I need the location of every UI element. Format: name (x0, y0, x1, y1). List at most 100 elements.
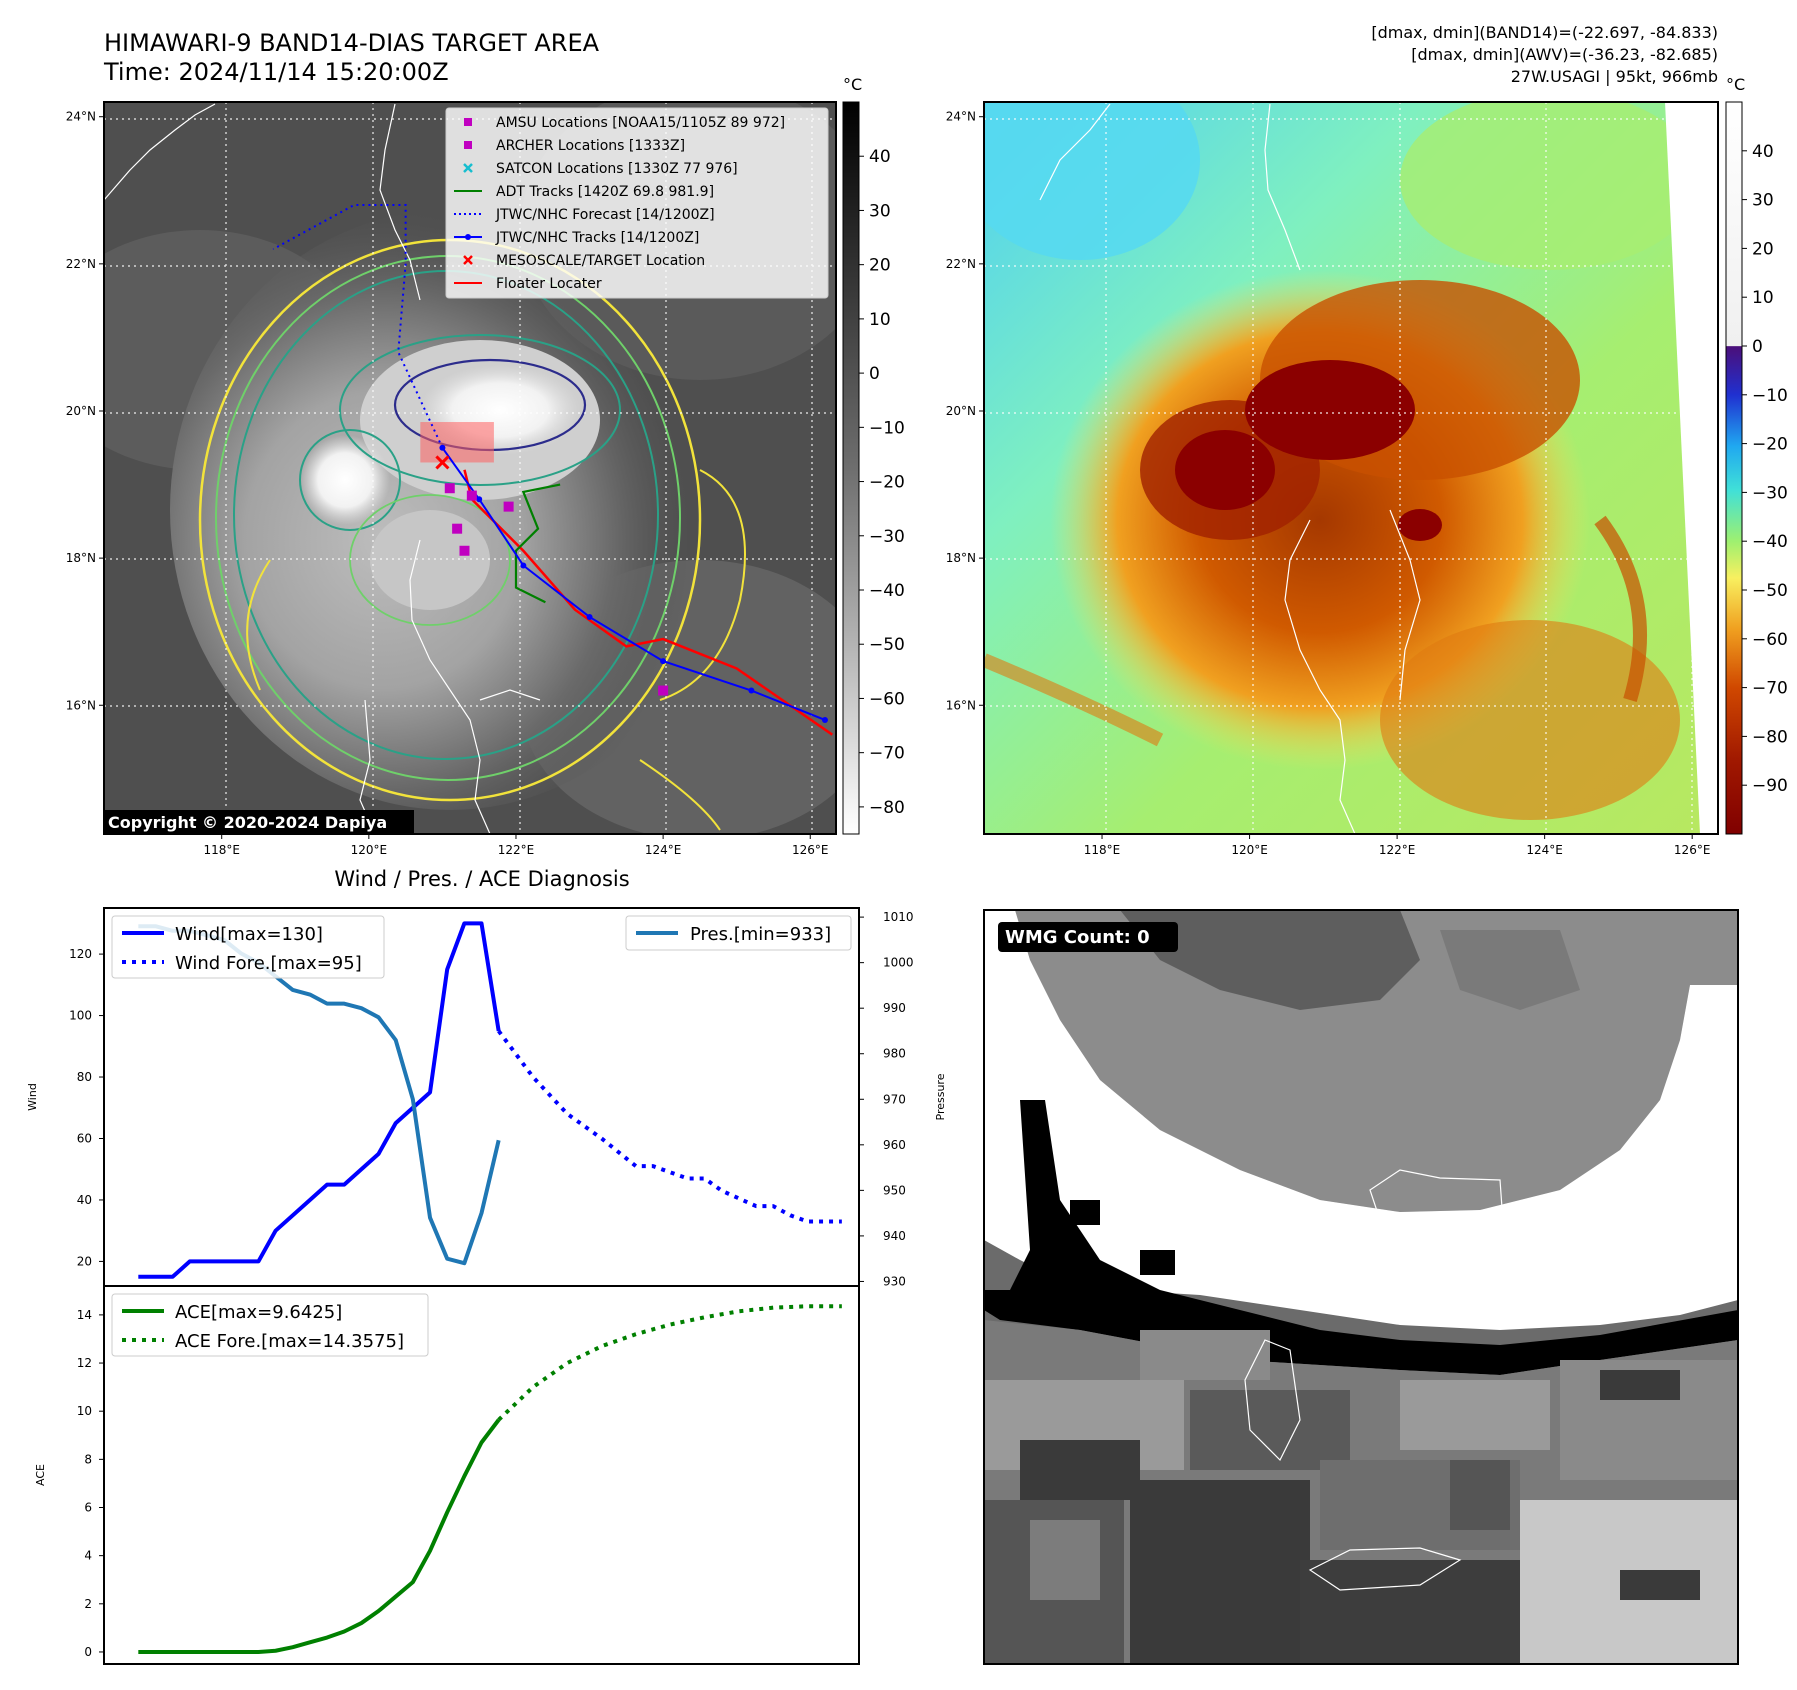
pressure-ytick-label: 1010 (883, 910, 914, 924)
lat-tick-label: 24°N (946, 110, 976, 124)
colorbar-tick-label: −70 (869, 744, 905, 764)
lat-tick-label: 22°N (946, 257, 976, 271)
awv-frame (983, 101, 1719, 835)
colorbar-tick-label: 20 (1752, 239, 1774, 259)
lat-tick-label: 24°N (66, 110, 96, 124)
amsu-point (503, 501, 514, 512)
lon-tick-label: 124°E (1526, 843, 1563, 857)
colorbar-tick-label: 0 (869, 364, 880, 384)
ace-ytick-label: 12 (77, 1356, 92, 1370)
series-line-0 (138, 921, 501, 1279)
lat-tick-label: 20°N (66, 404, 96, 418)
stats-line-2: [dmax, dmin](AWV)=(-36.23, -82.685) (1411, 45, 1718, 64)
wind-ticks: 20 40 60 80 100 120 930 940 950 960 970 980 990 1000 1… (69, 910, 913, 1288)
stats-line-3: 27W.USAGI | 95kt, 966mb (1511, 67, 1718, 86)
lon-tick-label: 120°E (1231, 843, 1268, 857)
colorbar-tick-label: 30 (869, 201, 891, 221)
diagnosis-title: Wind / Pres. / ACE Diagnosis (334, 867, 629, 891)
colorbar-tick-label: 30 (1752, 191, 1774, 211)
colorbar-unit: °C (1726, 75, 1745, 94)
colorbar-tick-label: −50 (869, 635, 905, 655)
jtwc-track-point (586, 613, 593, 620)
pressure-ytick-label: 970 (883, 1092, 906, 1106)
ace-ticks: 0 2 4 6 8 10 12 14 (77, 1308, 104, 1659)
wind-pressure-chart: Wind / Pres. / ACE Diagnosis 20 40 60 80 100… (26, 867, 947, 1288)
colorbar-tick-label: −50 (1752, 581, 1788, 601)
amsu-point (444, 483, 455, 494)
jtwc-track-point (476, 496, 483, 503)
amsu-point (452, 523, 463, 534)
lat-tick-label: 16°N (66, 698, 96, 712)
legend-label: JTWC/NHC Tracks [14/1200Z] (495, 230, 699, 246)
jtwc-track-point (439, 444, 446, 451)
lat-tick-label: 18°N (946, 551, 976, 565)
wmg-count-text: WMG Count: 0 (1005, 927, 1150, 948)
lon-tick-label: 126°E (1674, 843, 1711, 857)
ace-ytick-label: 10 (77, 1404, 92, 1418)
awv-map: 118°E 120°E 122°E 124°E 126°E 24°N 22°N 20°N 18°… (946, 75, 1788, 857)
colorbar-tick-label: −70 (1752, 679, 1788, 699)
lat-tick-label: 16°N (946, 698, 976, 712)
wind-ytick-label: 80 (77, 1070, 92, 1084)
amsu-point (466, 490, 477, 501)
floater-box (420, 422, 494, 463)
jtwc-track-point (520, 562, 527, 569)
jtwc-forecast-track (272, 203, 444, 449)
wind-ylabel: Wind (26, 1083, 39, 1111)
wmg-count-box (998, 922, 1178, 952)
legend-wind: Wind[max=130] (175, 924, 323, 945)
jtwc-track-point (660, 658, 667, 665)
colorbar-tick-label: 10 (1752, 288, 1774, 308)
band14-colorbar (842, 101, 860, 835)
wmg-imagery (984, 910, 1738, 1664)
legend-label: AMSU Locations [NOAA15/1105Z 89 972] (496, 115, 785, 131)
ace-ytick-label: 4 (84, 1549, 92, 1563)
colorbar-tick-label: −90 (1752, 776, 1788, 796)
lat-tick-label: 18°N (66, 551, 96, 565)
legend-marker (464, 118, 472, 126)
awv-colorbar (1725, 101, 1743, 835)
legend-ace: ACE[max=9.6425] (175, 1302, 342, 1323)
stats-line-1: [dmax, dmin](BAND14)=(-22.697, -84.833) (1371, 23, 1718, 42)
band14-axes: 118°E 120°E 122°E 124°E 126°E 24°N 22°N 20°N 18°… (66, 110, 829, 857)
pressure-ytick-label: 950 (883, 1183, 906, 1197)
legend-marker (464, 141, 472, 149)
legend-label: MESOSCALE/TARGET Location (496, 253, 705, 269)
lat-tick-label: 22°N (66, 257, 96, 271)
wmg-panel: WMG Count: 0 (983, 909, 1739, 1665)
ace-lines (138, 1304, 842, 1654)
colorbar-tick-label: 10 (869, 310, 891, 330)
pressure-ytick-label: 960 (883, 1138, 906, 1152)
legend-ace-forecast: ACE Fore.[max=14.3575] (175, 1331, 404, 1352)
colorbar-tick-label: 20 (869, 256, 891, 276)
copyright-box (104, 810, 414, 834)
legend-label: Floater Locater (496, 276, 602, 292)
colorbar-tick-label: −30 (1752, 483, 1788, 503)
floater-track (463, 469, 834, 736)
lon-tick-label: 118°E (1084, 843, 1121, 857)
legend-label: SATCON Locations [1330Z 77 976] (496, 161, 738, 177)
colorbar-tick-label: 40 (1752, 142, 1774, 162)
lon-tick-label: 122°E (1379, 843, 1416, 857)
pressure-ytick-label: 980 (883, 1047, 906, 1061)
ace-series-line-0 (138, 1418, 501, 1654)
colorbar-tick-label: −40 (869, 581, 905, 601)
wmg-frame (983, 909, 1739, 1665)
lat-tick-label: 20°N (946, 404, 976, 418)
pressure-ylabel: Pressure (934, 1073, 947, 1120)
pressure-ytick-label: 990 (883, 1001, 906, 1015)
map-legend: AMSU Locations [NOAA15/1105Z 89 972] ARCH… (445, 107, 829, 299)
colorbar-tick-label: −10 (869, 418, 905, 438)
wind-ytick-label: 20 (77, 1254, 92, 1268)
amsu-point (459, 545, 470, 556)
ace-ytick-label: 0 (84, 1645, 92, 1659)
adt-track (514, 483, 561, 604)
colorbar-tick-label: −20 (869, 473, 905, 493)
ace-ytick-label: 14 (77, 1308, 92, 1322)
lon-tick-label: 126°E (792, 843, 829, 857)
legend-wind-forecast: Wind Fore.[max=95] (175, 953, 362, 974)
pressure-ytick-label: 1000 (883, 956, 914, 970)
legend-label: JTWC/NHC Forecast [14/1200Z] (495, 207, 715, 223)
amsu-point (658, 685, 669, 696)
pressure-legend: Pres.[min=933] (625, 915, 852, 951)
